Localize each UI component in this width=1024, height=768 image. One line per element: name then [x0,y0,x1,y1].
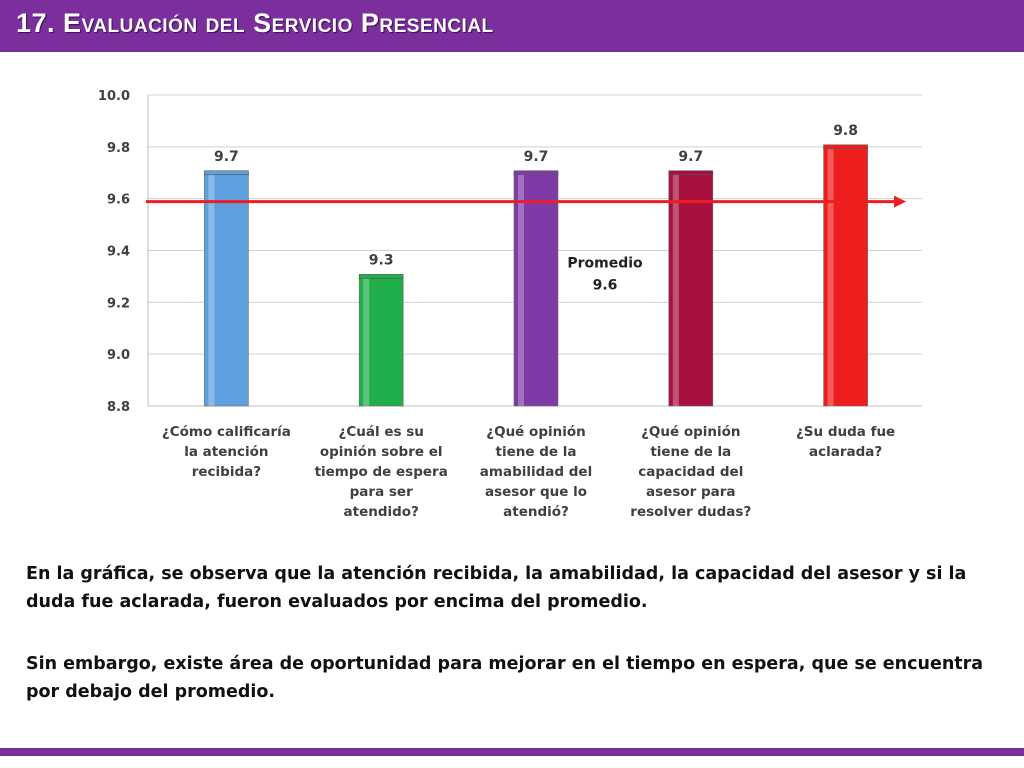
category-label: ¿Su duda fue [796,424,895,440]
category-label: ¿Cuál es su [339,424,424,440]
average-label: Promedio [567,255,643,271]
bar-cap [358,274,404,279]
category-label: resolver dudas? [630,504,751,520]
category-label: ¿Qué opinión [486,424,585,440]
bar-chart: 8.8 9.0 9.2 9.4 9.6 9.8 10.0 9.7 ¿Cómo calificar… [98,89,922,520]
category-label: ¿Qué opinión [641,424,740,440]
category-label: para ser [350,484,413,500]
analysis-paragraph-2: Sin embargo, existe área de oportunidad … [26,654,984,702]
category-label: ¿Cómo calificaría [162,424,291,440]
bar-value-label: 9.7 [214,149,239,165]
category-label: aclarada? [809,444,882,460]
bar-shading [358,276,404,407]
bar-highlight [672,174,679,406]
y-tick-label: 10.0 [98,89,130,104]
bar-value-label: 9.7 [524,149,549,165]
category-label: recibida? [192,464,261,480]
category-label: atendido? [344,504,419,520]
chart-area: 8.8 9.0 9.2 9.4 9.6 9.8 10.0 9.7 ¿Cómo calificar… [0,52,1024,552]
bar-cap [204,170,249,176]
bar-cap [668,170,714,176]
bar-highlight [827,148,834,406]
category-label: tiene de la [496,444,577,460]
header-bar: 17. Evaluación del Servicio Presencial [0,0,1024,52]
category-label: atendió? [503,504,569,520]
category-label: asesor para [646,484,736,500]
category-label: tiempo de espera [315,464,448,480]
category-label: capacidad del [638,464,743,480]
bar-cap [823,144,868,150]
bar-value-label: 9.3 [369,252,394,268]
y-tick-label: 9.0 [107,348,130,363]
bar-shading [823,146,868,407]
bar-value-label: 9.7 [678,149,703,165]
category-label: amabilidad del [480,464,592,480]
category-label: tiene de la [650,444,731,460]
bar-value-label: 9.8 [833,123,858,139]
bar-highlight [208,174,215,406]
average-arrow [894,195,906,208]
category-label: asesor que lo [485,484,587,500]
y-tick-label: 9.8 [107,141,130,156]
category-label: la atención [184,444,268,460]
y-tick-label: 9.6 [107,193,130,208]
y-tick-label: 9.4 [107,245,130,260]
bar-cap [513,170,559,176]
bar-highlight [518,174,524,406]
analysis-paragraph-1: En la gráfica, se observa que la atenció… [26,564,967,612]
average-value: 9.6 [593,277,618,293]
y-tick-label: 9.2 [107,296,130,311]
bar-highlight [363,278,370,406]
page-title: 17. Evaluación del Servicio Presencial [16,8,494,38]
bar-shading [204,172,249,407]
y-tick-label: 8.8 [107,400,130,415]
footer-bar [0,748,1024,756]
category-label: opinión sobre el [320,444,443,460]
